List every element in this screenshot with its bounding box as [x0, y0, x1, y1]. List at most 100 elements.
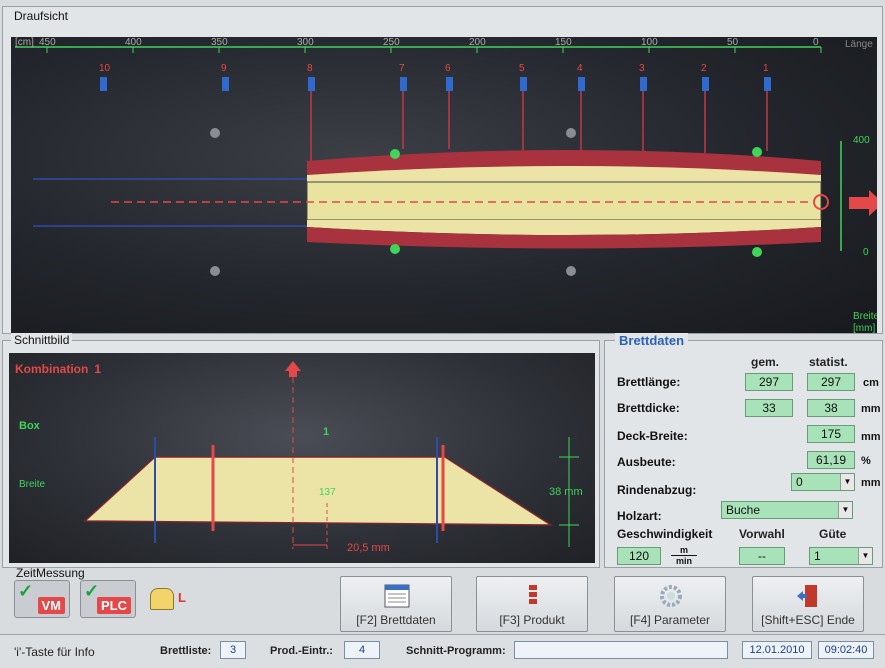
sensor-label: 10 [99, 63, 111, 74]
brettliste-label: Brettliste: [160, 645, 212, 657]
f3-label: [F3] Produkt [499, 613, 565, 627]
f2-brettdaten-button[interactable]: [F2] Brettdaten [340, 576, 452, 632]
roller-dot [210, 128, 220, 138]
sensor-marker [520, 77, 527, 91]
clamp-dot [390, 244, 400, 254]
top-view-title: Draufsicht [11, 9, 72, 23]
box-label: Box [19, 420, 41, 432]
sensor-marker [640, 77, 647, 91]
ausbeute-unit: % [861, 455, 871, 467]
exit-door-icon [797, 585, 817, 607]
ausbeute-statist-field: 61,19 [807, 451, 855, 469]
brettlaenge-unit: cm [863, 377, 879, 389]
board-data-panel: Brettdaten gem. statist. Brettlänge: 297… [604, 333, 883, 568]
rindenabzug-label: Rindenabzug: [617, 483, 697, 497]
breite-value: 137 [319, 487, 336, 498]
sensor-label: 7 [399, 63, 405, 74]
f2-label: [F2] Brettdaten [356, 613, 436, 627]
board-bark-bottom [307, 227, 821, 249]
cut-program-field [514, 641, 728, 659]
cut-view-drawing: Kombination 1 Box 1 Breite 20,5 mm 137 38… [15, 361, 583, 554]
f3-produkt-button[interactable]: [F3] Produkt [476, 576, 588, 632]
ruler-tick-label: 400 [125, 37, 142, 48]
rindenabzug-select[interactable]: 0 ▼ [791, 473, 855, 491]
chevron-down-icon[interactable]: ▼ [840, 474, 854, 490]
ruler-tick-label: 100 [641, 37, 658, 48]
sensor-label: 1 [763, 63, 769, 74]
sensor-label: 2 [701, 63, 707, 74]
holzart-select[interactable]: Buche ▼ [721, 501, 853, 519]
cross-section-shape [83, 456, 554, 526]
brettlaenge-statist-field: 297 [807, 373, 855, 391]
ruler-tick-label: 150 [555, 37, 572, 48]
sensor-marker [222, 77, 229, 91]
board-bark-top [307, 150, 821, 175]
brettlaenge-label: Brettlänge: [617, 375, 681, 389]
sensor-label: 5 [519, 63, 525, 74]
ausbeute-label: Ausbeute: [617, 455, 676, 469]
sensor-marker [578, 77, 585, 91]
ruler-length-label: Länge [845, 39, 873, 50]
width-axis-label: Breite [853, 311, 877, 322]
rindenabzug-unit: mm [861, 477, 881, 489]
chevron-down-icon[interactable]: ▼ [838, 502, 852, 518]
status-bar: 'i'-Taste für Info Brettliste: 3 Prod.-E… [0, 634, 885, 668]
holzart-label: Holzart: [617, 509, 662, 523]
gear-icon [660, 585, 682, 607]
board-data-title: Brettdaten [615, 333, 689, 348]
info-hint: 'i'-Taste für Info [14, 645, 95, 659]
plc-status-button[interactable]: ✓ PLC [80, 580, 136, 618]
ruler-tick-label: 250 [383, 37, 400, 48]
clamp-dot [390, 149, 400, 159]
ruler-tick-label: 200 [469, 37, 486, 48]
sensor-label: 3 [639, 63, 645, 74]
exit-button[interactable]: [Shift+ESC] Ende [752, 576, 864, 632]
offset-value: 20,5 mm [347, 542, 390, 554]
guete-select[interactable]: 1 ▼ [809, 547, 873, 565]
feed-direction-arrow-icon [849, 190, 877, 216]
sensor-marker [446, 77, 453, 91]
vm-label: VM [37, 597, 65, 614]
vorwahl-field: -- [739, 547, 785, 565]
clamp-dot [752, 147, 762, 157]
geschwindigkeit-label: Geschwindigkeit [617, 527, 713, 541]
brettliste-field: 3 [220, 641, 246, 659]
sensor-label: 6 [445, 63, 451, 74]
geschwindigkeit-field: 120 [617, 547, 661, 565]
top-view-drawing: 450 400 350 300 250 200 150 100 50 0 [cm] Länge 1… [15, 37, 877, 333]
date-field: 12.01.2010 [742, 641, 812, 659]
prod-entries-field: 4 [344, 641, 380, 659]
box-value: 1 [323, 426, 329, 438]
sensor-label: 8 [307, 63, 313, 74]
width-axis-unit: [mm] [853, 323, 875, 333]
up-arrow-icon [285, 361, 301, 377]
sensor-marker [400, 77, 407, 91]
board-end-marker [813, 194, 829, 210]
time-measurement-panel: ZeitMessung ✓ VM ✓ PLC L [10, 566, 186, 624]
vm-status-button[interactable]: ✓ VM [14, 580, 70, 618]
holzart-value: Buche [726, 503, 761, 517]
guete-label: Güte [819, 527, 847, 541]
ruler-tick-label: 450 [39, 37, 56, 48]
ruler-tick-label: 350 [211, 37, 228, 48]
brettdicke-unit: mm [861, 403, 881, 415]
vorwahl-label: Vorwahl [739, 527, 785, 541]
chevron-down-icon[interactable]: ▼ [858, 548, 872, 564]
brettdicke-gem-field: 33 [745, 399, 793, 417]
roller-dot [566, 128, 576, 138]
width-tick-0: 0 [863, 247, 869, 258]
top-view-panel: Draufsicht 450 400 350 300 250 200 150 100 50 0 [… [2, 6, 883, 334]
breite-label: Breite [19, 479, 46, 490]
top-view-canvas: 450 400 350 300 250 200 150 100 50 0 [cm] Länge 1… [11, 37, 877, 333]
combination-label: Kombination 1 [15, 362, 101, 376]
deckbreite-statist-field: 175 [807, 425, 855, 443]
board-wood-top [307, 166, 821, 182]
f4-parameter-button[interactable]: [F4] Parameter [614, 576, 726, 632]
check-icon: ✓ [84, 581, 100, 601]
width-tick-400: 400 [853, 135, 870, 146]
sensor-marker [764, 77, 771, 91]
guete-value: 1 [814, 549, 821, 563]
alarm-bell-icon[interactable] [150, 588, 174, 610]
cut-view-title: Schnittbild [11, 333, 73, 347]
alarm-letter: L [178, 590, 186, 605]
